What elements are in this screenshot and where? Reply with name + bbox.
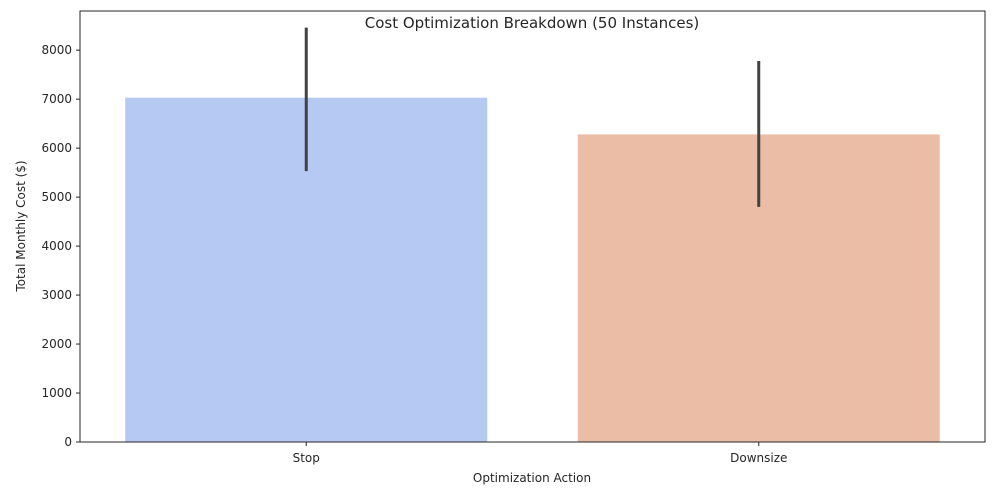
x-tick-label-stop: Stop: [293, 451, 320, 465]
x-axis-label: Optimization Action: [473, 471, 591, 485]
y-tick-label-1000: 1000: [41, 386, 72, 400]
y-tick-label-0: 0: [64, 435, 72, 449]
y-tick-label-5000: 5000: [41, 190, 72, 204]
y-tick-label-3000: 3000: [41, 288, 72, 302]
y-tick-label-4000: 4000: [41, 239, 72, 253]
y-axis: 0 1000 2000 3000 4000 5000 6000 7000 8000: [41, 43, 80, 449]
x-tick-label-downsize: Downsize: [730, 451, 787, 465]
plot-frame: [79, 10, 986, 443]
x-axis: Stop Downsize: [293, 442, 787, 465]
y-tick-label-6000: 6000: [41, 141, 72, 155]
y-tick-label-7000: 7000: [41, 92, 72, 106]
y-tick-label-8000: 8000: [41, 43, 72, 57]
error-bars-group: [304, 27, 761, 207]
bars-group: [125, 97, 940, 443]
y-axis-label: Total Monthly Cost ($): [14, 160, 28, 292]
chart-title: Cost Optimization Breakdown (50 Instance…: [365, 14, 700, 32]
y-tick-label-2000: 2000: [41, 337, 72, 351]
